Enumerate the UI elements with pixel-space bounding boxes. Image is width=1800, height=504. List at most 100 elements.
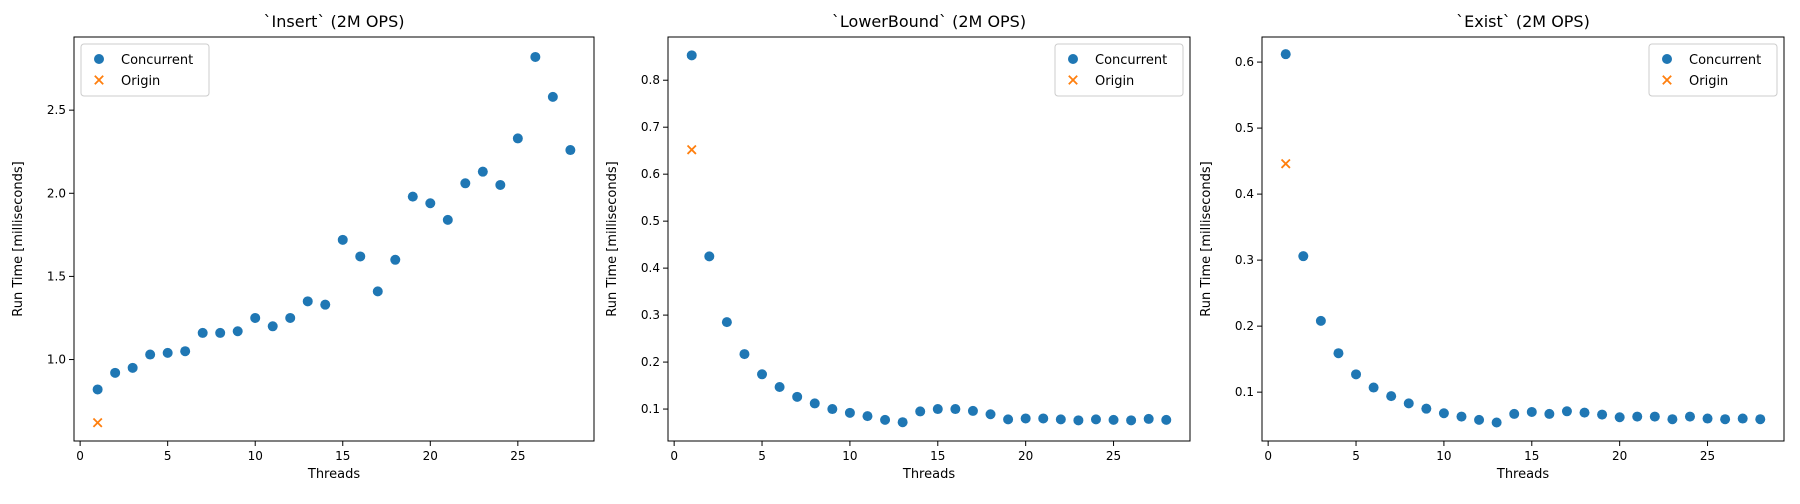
x-tick-label: 25	[1700, 449, 1715, 463]
x-tick-label: 5	[1352, 449, 1360, 463]
concurrent-point	[232, 326, 243, 337]
concurrent-point	[1632, 411, 1643, 422]
concurrent-point	[1438, 408, 1449, 419]
x-axis-label: Threads	[1496, 467, 1549, 482]
y-tick-label: 0.3	[641, 308, 660, 322]
x-tick-label: 10	[842, 449, 857, 463]
concurrent-point	[704, 251, 715, 262]
concurrent-point	[320, 299, 331, 310]
concurrent-point	[1126, 415, 1137, 426]
concurrent-point	[145, 349, 156, 360]
concurrent-point	[390, 254, 401, 265]
concurrent-point	[197, 327, 208, 338]
concurrent-point	[495, 179, 506, 190]
y-tick-label: 0.3	[1235, 253, 1254, 267]
concurrent-point	[530, 51, 541, 62]
y-tick-label: 0.5	[1235, 121, 1254, 135]
concurrent-point	[1526, 406, 1537, 417]
x-tick-label: 25	[1106, 449, 1121, 463]
concurrent-point	[1614, 412, 1625, 423]
concurrent-point	[1474, 414, 1485, 425]
concurrent-point	[880, 414, 891, 425]
concurrent-point	[1333, 348, 1344, 359]
concurrent-point	[809, 398, 820, 409]
concurrent-point	[477, 166, 488, 177]
concurrent-point	[967, 405, 978, 416]
y-tick-label: 1.5	[47, 269, 66, 283]
legend-marker-concurrent	[1662, 54, 1672, 64]
concurrent-point	[1561, 406, 1572, 417]
legend-label: Concurrent	[1095, 53, 1167, 68]
legend-label: Origin	[1095, 74, 1134, 89]
concurrent-point	[1020, 413, 1031, 424]
x-tick-label: 10	[1436, 449, 1451, 463]
origin-point	[686, 144, 697, 155]
concurrent-point	[337, 234, 348, 245]
concurrent-point	[1649, 411, 1660, 422]
legend-marker-origin	[94, 75, 104, 85]
y-tick-label: 0.4	[641, 261, 660, 275]
concurrent-point	[792, 391, 803, 402]
concurrent-point	[1684, 411, 1695, 422]
concurrent-point	[1702, 413, 1713, 424]
concurrent-point	[1090, 414, 1101, 425]
concurrent-point	[285, 312, 296, 323]
concurrent-point	[1315, 315, 1326, 326]
y-tick-label: 0.1	[1235, 385, 1254, 399]
concurrent-point	[932, 404, 943, 415]
x-tick-label: 15	[335, 449, 350, 463]
y-tick-label: 0.1	[641, 402, 660, 416]
y-tick-label: 0.8	[641, 73, 660, 87]
legend: Concurrent Origin	[80, 43, 210, 97]
concurrent-point	[897, 417, 908, 428]
concurrent-point	[127, 362, 138, 373]
concurrent-point	[1161, 414, 1172, 425]
y-tick-label: 2.0	[47, 186, 66, 200]
concurrent-point	[512, 133, 523, 144]
concurrent-point	[425, 198, 436, 209]
legend-box	[1648, 43, 1778, 97]
chart-title: `Insert` (2M OPS)	[264, 12, 405, 31]
concurrent-point	[721, 317, 732, 328]
x-tick-label: 0	[1264, 449, 1272, 463]
legend-marker-origin	[1662, 75, 1672, 85]
x-tick-label: 20	[1612, 449, 1627, 463]
y-tick-label: 0.4	[1235, 187, 1254, 201]
x-tick-label: 5	[758, 449, 766, 463]
y-tick-label: 2.5	[47, 103, 66, 117]
concurrent-point	[1351, 369, 1362, 380]
x-tick-label: 20	[423, 449, 438, 463]
x-tick-label: 0	[670, 449, 678, 463]
subplot-3: `Exist` (2M OPS) 0 5 10 15 20 25 0.1 0.2 0.3 0.4 0.…	[1199, 12, 1785, 482]
concurrent-point	[442, 214, 453, 225]
legend-label: Concurrent	[121, 53, 193, 68]
concurrent-point	[862, 411, 873, 422]
y-tick-label: 0.6	[641, 167, 660, 181]
legend-label: Origin	[121, 74, 160, 89]
chart-title: `Exist` (2M OPS)	[1456, 12, 1590, 31]
concurrent-point	[1386, 391, 1397, 402]
x-tick-label: 15	[930, 449, 945, 463]
concurrent-point	[1055, 414, 1066, 425]
concurrent-point	[1720, 414, 1731, 425]
concurrent-point	[985, 409, 996, 420]
concurrent-point	[950, 404, 961, 415]
x-tick-label: 5	[164, 449, 172, 463]
concurrent-point	[460, 178, 471, 189]
concurrent-point	[1597, 409, 1608, 420]
concurrent-point	[267, 321, 278, 332]
concurrent-point	[1456, 411, 1467, 422]
axes-frame	[667, 36, 1191, 442]
legend-label: Origin	[1689, 74, 1728, 89]
concurrent-point	[915, 406, 926, 417]
x-tick-label: 10	[248, 449, 263, 463]
x-tick-label: 25	[510, 449, 525, 463]
x-tick-label: 0	[76, 449, 84, 463]
y-tick-label: 0.2	[641, 355, 660, 369]
y-tick-label: 0.2	[1235, 319, 1254, 333]
concurrent-point	[302, 296, 313, 307]
concurrent-point	[1073, 415, 1084, 426]
concurrent-point	[372, 286, 383, 297]
legend: Concurrent Origin	[1054, 43, 1184, 97]
concurrent-point	[1544, 408, 1555, 419]
